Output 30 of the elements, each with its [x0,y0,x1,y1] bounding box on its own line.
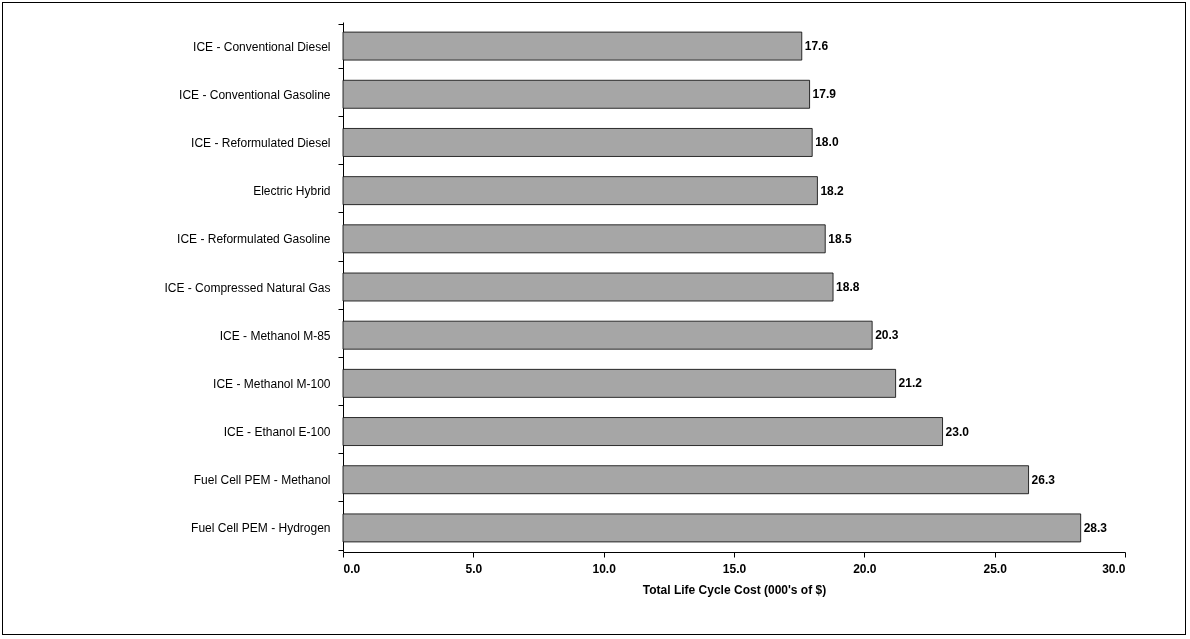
y-tick-label: Electric Hybrid [253,184,331,199]
data-label: 20.3 [875,328,899,343]
x-tick-label: 10.0 [592,561,617,576]
y-tick-label: ICE - Methanol M-85 [219,328,331,343]
data-label: 21.2 [898,376,923,391]
data-label: 23.0 [945,424,970,439]
y-tick-label: ICE - Conventional Gasoline [179,87,331,102]
data-label: 18.8 [836,280,860,294]
data-label: 17.6 [804,39,829,54]
y-tick-label: ICE - Conventional Diesel [193,39,331,54]
x-tick-label: 30.0 [1102,561,1126,576]
data-label: 18.0 [815,135,839,150]
x-axis-title: Total Life Cycle Cost (000's of $) [642,582,827,597]
data-label: 18.5 [828,231,852,246]
x-tick-label: 15.0 [722,561,747,576]
data-label: 18.2 [820,183,845,198]
y-tick-label: Fuel Cell PEM - Methanol [193,473,331,488]
y-tick-label: Fuel Cell PEM - Hydrogen [191,521,331,536]
y-tick-label: ICE - Ethanol E-100 [223,425,331,440]
x-tick-label: 25.0 [983,561,1008,576]
data-label: 28.3 [1083,520,1108,535]
data-label: 17.9 [812,87,837,102]
y-tick-label: ICE - Compressed Natural Gas [164,280,331,295]
x-tick-label: 0.0 [343,561,361,576]
x-tick-label: 5.0 [465,561,483,576]
y-tick-label: ICE - Reformulated Gasoline [177,232,331,247]
x-tick-label: 20.0 [853,561,877,576]
y-tick-label: ICE - Methanol M-100 [213,376,331,391]
data-label: 26.3 [1031,472,1056,487]
y-tick-label: ICE - Reformulated Diesel [191,135,331,150]
